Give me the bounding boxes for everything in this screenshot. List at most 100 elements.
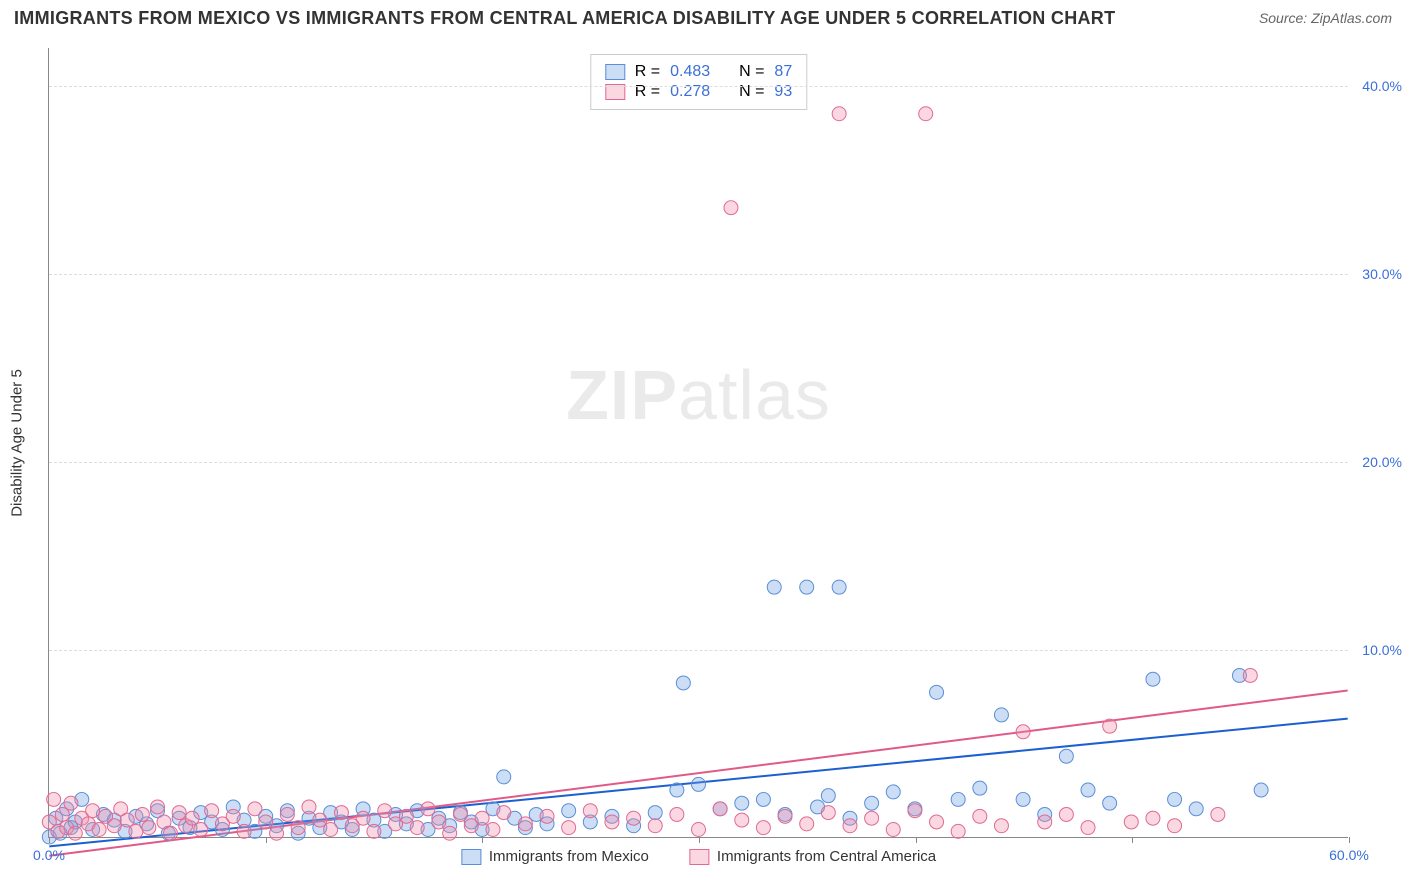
y-axis-title: Disability Age Under 5 <box>9 369 26 517</box>
x-tick-label: 0.0% <box>33 847 65 863</box>
data-point-central_america <box>518 817 532 831</box>
legend-item-central-america: Immigrants from Central America <box>689 848 936 865</box>
data-point-central_america <box>107 819 121 833</box>
data-point-central_america <box>280 807 294 821</box>
chart-svg-layer <box>49 48 1348 837</box>
data-point-central_america <box>1146 811 1160 825</box>
data-point-central_america <box>648 819 662 833</box>
grid-line <box>49 274 1348 275</box>
data-point-central_america <box>142 821 156 835</box>
data-point-central_america <box>475 811 489 825</box>
data-point-mexico <box>1016 792 1030 806</box>
data-point-central_america <box>129 824 143 838</box>
data-point-central_america <box>86 804 100 818</box>
data-point-central_america <box>68 826 82 840</box>
data-point-mexico <box>951 792 965 806</box>
legend-row-mexico: R = 0.483 N = 87 <box>605 63 792 81</box>
data-point-mexico <box>800 580 814 594</box>
data-point-mexico <box>497 770 511 784</box>
legend-item-mexico: Immigrants from Mexico <box>461 848 649 865</box>
data-point-central_america <box>1038 815 1052 829</box>
data-point-central_america <box>1103 719 1117 733</box>
data-point-mexico <box>1146 672 1160 686</box>
data-point-mexico <box>1103 796 1117 810</box>
n-value-mexico: 87 <box>774 63 792 81</box>
data-point-mexico <box>930 685 944 699</box>
data-point-mexico <box>865 796 879 810</box>
legend-swatch-mexico <box>605 64 625 80</box>
data-point-central_america <box>605 815 619 829</box>
data-point-mexico <box>756 792 770 806</box>
x-tick-label: 60.0% <box>1329 847 1369 863</box>
data-point-central_america <box>713 802 727 816</box>
data-point-mexico <box>1081 783 1095 797</box>
data-point-central_america <box>627 811 641 825</box>
r-label: R = <box>635 63 660 81</box>
data-point-central_america <box>367 824 381 838</box>
data-point-central_america <box>973 809 987 823</box>
data-point-mexico <box>973 781 987 795</box>
x-tick <box>916 837 917 843</box>
data-point-central_america <box>410 821 424 835</box>
data-point-central_america <box>443 826 457 840</box>
correlation-legend: R = 0.483 N = 87 R = 0.278 N = 93 <box>590 54 807 110</box>
data-point-central_america <box>453 807 467 821</box>
data-point-central_america <box>151 800 165 814</box>
x-tick <box>1349 837 1350 843</box>
data-point-mexico <box>735 796 749 810</box>
data-point-central_america <box>421 802 435 816</box>
data-point-central_america <box>334 806 348 820</box>
legend-label-mexico: Immigrants from Mexico <box>489 848 649 865</box>
data-point-mexico <box>1189 802 1203 816</box>
legend-swatch-mexico-icon <box>461 849 481 865</box>
data-point-mexico <box>676 676 690 690</box>
source-name: ZipAtlas.com <box>1311 10 1392 26</box>
data-point-central_america <box>930 815 944 829</box>
data-point-mexico <box>832 580 846 594</box>
x-tick <box>266 837 267 843</box>
data-point-central_america <box>92 822 106 836</box>
data-point-mexico <box>562 804 576 818</box>
data-point-mexico <box>767 580 781 594</box>
data-point-central_america <box>205 804 219 818</box>
data-point-central_america <box>237 824 251 838</box>
data-point-central_america <box>908 804 922 818</box>
data-point-central_america <box>756 821 770 835</box>
legend-swatch-central-america-icon <box>689 849 709 865</box>
data-point-central_america <box>800 817 814 831</box>
data-point-central_america <box>356 811 370 825</box>
data-point-central_america <box>1059 807 1073 821</box>
data-point-mexico <box>1168 792 1182 806</box>
chart-title: IMMIGRANTS FROM MEXICO VS IMMIGRANTS FRO… <box>14 8 1115 29</box>
grid-line <box>49 86 1348 87</box>
data-point-central_america <box>270 826 284 840</box>
data-point-central_america <box>1168 819 1182 833</box>
data-point-central_america <box>1124 815 1138 829</box>
data-point-mexico <box>994 708 1008 722</box>
data-point-central_america <box>135 807 149 821</box>
data-point-central_america <box>194 822 208 836</box>
data-point-central_america <box>994 819 1008 833</box>
data-point-central_america <box>692 822 706 836</box>
source-label: Source: <box>1259 10 1311 26</box>
y-tick-label: 40.0% <box>1362 78 1402 94</box>
data-point-central_america <box>164 826 178 840</box>
data-point-central_america <box>302 800 316 814</box>
data-point-mexico <box>670 783 684 797</box>
n-label: N = <box>739 63 764 81</box>
data-point-central_america <box>865 811 879 825</box>
data-point-central_america <box>399 809 413 823</box>
data-point-central_america <box>291 821 305 835</box>
y-tick-label: 20.0% <box>1362 454 1402 470</box>
chart-plot-area: Disability Age Under 5 ZIPatlas R = 0.48… <box>48 48 1348 838</box>
y-tick-label: 30.0% <box>1362 266 1402 282</box>
data-point-central_america <box>735 813 749 827</box>
data-point-central_america <box>670 807 684 821</box>
data-point-central_america <box>486 822 500 836</box>
r-value-mexico: 0.483 <box>670 63 710 81</box>
data-point-central_america <box>378 804 392 818</box>
x-tick <box>49 837 50 843</box>
data-point-central_america <box>724 201 738 215</box>
data-point-central_america <box>562 821 576 835</box>
x-tick <box>482 837 483 843</box>
